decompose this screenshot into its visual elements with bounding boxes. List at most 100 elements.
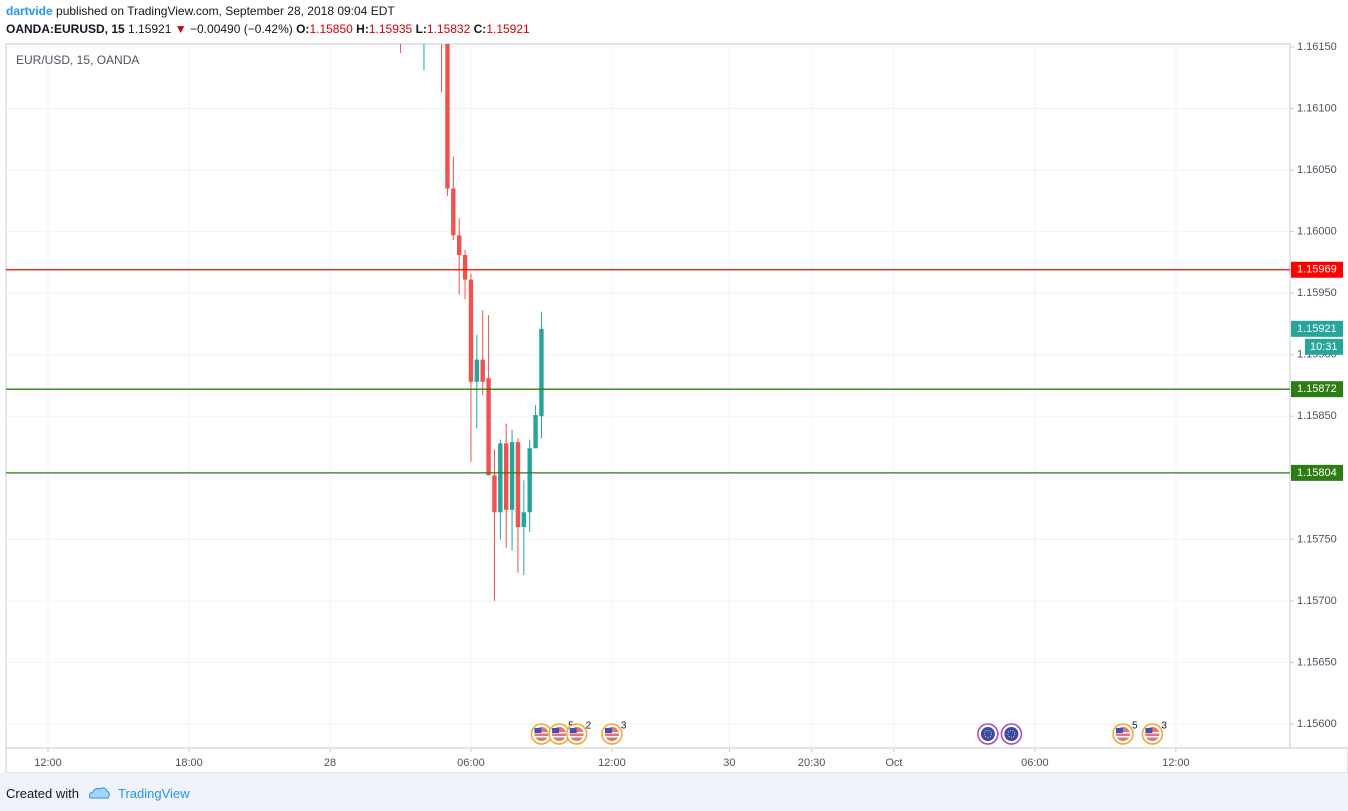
x-tick-label: 06:00 [457, 757, 485, 769]
y-tick-label: 1.15600 [1297, 718, 1337, 730]
event-icon: 2 [565, 721, 592, 745]
candle-body [468, 279, 474, 382]
level-label: 1.15969 [1297, 264, 1337, 276]
level-tag [1291, 261, 1343, 278]
candle-body [492, 475, 497, 513]
event-flag-stripe [604, 736, 619, 738]
candle-body [480, 359, 485, 382]
y-tick-label: 1.15950 [1297, 287, 1337, 299]
c: 1.15921 [486, 22, 530, 36]
candle-body [539, 328, 544, 417]
candle-body [422, 0, 426, 35]
event-count: 2 [586, 721, 592, 732]
event-icon: 5 [1112, 721, 1138, 745]
axes: 1.16150 1.16100 1.16050 1.16000 1.15950 1.159… [34, 41, 1343, 769]
event-icon: 3 [1141, 721, 1167, 745]
event-flag-stripe [1115, 736, 1130, 738]
event-flag-stripe [534, 736, 549, 738]
x-tick-label: 06:00 [1021, 757, 1049, 769]
candle-body [521, 512, 527, 528]
y-tick-label: 1.16050 [1297, 164, 1337, 176]
plot: 5 2 3 5 3 [6, 0, 1290, 745]
countdown-tag [1305, 338, 1343, 355]
event-count: 5 [1132, 721, 1138, 732]
event-count: 3 [621, 721, 627, 732]
published: published on TradingView.com, September … [56, 4, 395, 18]
x-tick-label: 28 [324, 757, 336, 769]
x-tick-label: 20:30 [798, 757, 826, 769]
created: Created with [6, 786, 79, 801]
candle-body [445, 44, 450, 189]
candle-body [462, 254, 468, 280]
x-axis-strip [5, 747, 1348, 773]
candle-body [515, 442, 521, 528]
event-flag-stripe [552, 736, 567, 738]
x-tick-label: 18:00 [175, 757, 203, 769]
last: 1.15921 [128, 22, 172, 36]
candle-body [503, 443, 509, 510]
event-icon [977, 723, 999, 745]
event-stars [983, 730, 992, 738]
logo [88, 787, 110, 799]
event-flag-stripe [569, 736, 584, 738]
l: 1.15832 [426, 22, 471, 36]
candle-body [439, 0, 443, 10]
event-flag-canton [569, 728, 577, 733]
x-tick-label: 12:00 [34, 757, 62, 769]
footer: Created with TradingView [0, 773, 1348, 811]
author[interactable]: dartvide [6, 4, 53, 18]
countdown-label: 10:31 [1310, 341, 1338, 353]
y-tick-label: 1.15650 [1297, 656, 1337, 668]
level-tag [1291, 381, 1343, 398]
event-flag [1004, 727, 1019, 741]
candle-body [527, 448, 532, 513]
y-tick-label: 1.15850 [1297, 410, 1337, 422]
o-label: O: [296, 22, 310, 36]
symbol: OANDA:EURUSD, 15 [6, 22, 125, 36]
event-flag-canton [1115, 728, 1123, 733]
header: dartvide published on TradingView.com, S… [0, 0, 1348, 44]
event-flag [980, 727, 995, 741]
candle-body [451, 188, 456, 236]
event-flag-canton [1145, 728, 1153, 733]
y-tick-label: 1.15700 [1297, 595, 1337, 607]
o: 1.15850 [309, 22, 353, 36]
x-tick-label: 12:00 [598, 757, 626, 769]
chart-title: EUR/USD, 15, OANDA [16, 53, 139, 67]
header-line: OANDA:EURUSD, 15 1.15921 ▼ −0.00490 (−0.… [6, 22, 530, 36]
brand[interactable]: TradingView [118, 786, 190, 801]
last-price-label: 1.15921 [1297, 323, 1337, 335]
change: −0.00490 (−0.42%) [190, 22, 293, 36]
event-stars [1007, 730, 1016, 738]
level-label: 1.15872 [1297, 383, 1337, 395]
event-flag-canton [534, 728, 542, 733]
candle-body [398, 0, 402, 22]
event-icon [1000, 723, 1023, 745]
y-tick-label: 1.16150 [1297, 41, 1337, 53]
h: 1.15935 [368, 22, 413, 36]
candle-body [474, 359, 480, 382]
chart: 5 2 3 5 3 1.16150 1.16100 1.16050 1.16000 1.1595… [5, 0, 1348, 773]
candle-body [509, 442, 515, 510]
event-icon [530, 723, 553, 745]
header-line: dartvide published on TradingView.com, S… [6, 4, 395, 18]
y-tick-label: 1.16000 [1297, 226, 1337, 238]
event-flag-canton [552, 728, 560, 733]
y-tick-label: 1.16100 [1297, 102, 1337, 114]
level-label: 1.15804 [1297, 467, 1337, 479]
event-flag-stripe [1145, 736, 1160, 738]
arrow: ▼ [174, 22, 187, 36]
candle-body [486, 378, 491, 476]
plot-frame [5, 43, 1291, 749]
event-flag-canton [604, 728, 612, 733]
candle-body [457, 235, 462, 255]
x-tick-label: Oct [885, 757, 902, 769]
x-tick-label: 12:00 [1162, 757, 1190, 769]
h-label: H: [356, 22, 369, 36]
grid [6, 44, 1290, 748]
y-tick-label: 1.15750 [1297, 533, 1337, 545]
c-label: C: [473, 22, 487, 36]
l-label: L: [415, 22, 427, 36]
level-tag [1291, 464, 1343, 481]
